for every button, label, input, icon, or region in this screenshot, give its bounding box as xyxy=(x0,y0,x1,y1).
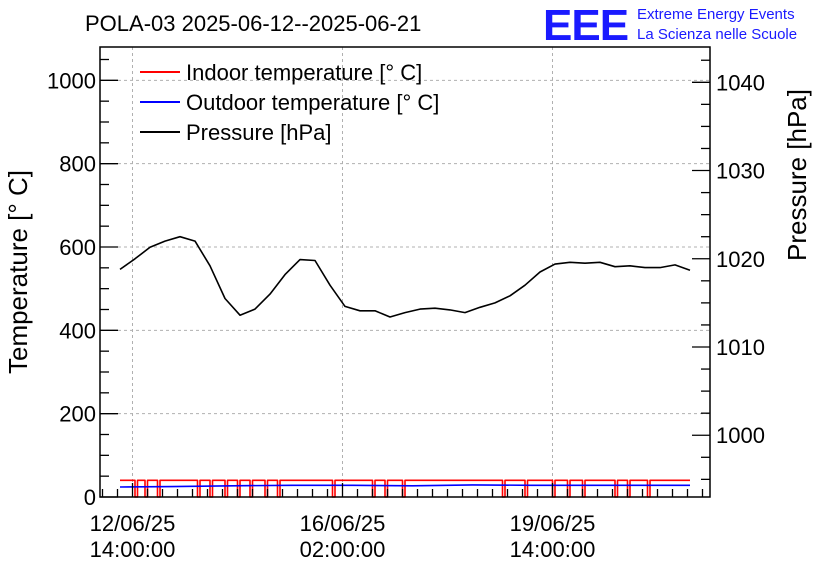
y2-tick-label: 1020 xyxy=(716,247,765,272)
legend-label-outdoor: Outdoor temperature [° C] xyxy=(186,90,439,115)
x-tick-label-date: 16/06/25 xyxy=(300,511,386,536)
series-line-indoor xyxy=(120,479,690,498)
y2-tick-label: 1010 xyxy=(716,335,765,360)
eee-logo-line2: La Scienza nelle Scuole xyxy=(637,26,797,43)
series-layer xyxy=(119,235,691,498)
eee-logo-mark: EEE xyxy=(543,1,628,50)
y2-tick-label: 1000 xyxy=(716,423,765,448)
plot-frame xyxy=(99,46,711,498)
y-axis-title: Temperature [° C] xyxy=(3,170,33,374)
grid xyxy=(100,47,710,498)
labels-layer: 0 200 400 600 800 1000 1000 1010 1020 1030 1040 12/… xyxy=(47,68,765,562)
series-line-outdoor xyxy=(119,484,690,488)
x-tick-label-time: 02:00:00 xyxy=(300,537,386,562)
y-tick-label: 800 xyxy=(59,152,96,177)
y2-tick-label: 1030 xyxy=(716,159,765,184)
legend-label-pressure: Pressure [hPa] xyxy=(186,120,332,145)
y2-axis-title: Pressure [hPa] xyxy=(782,89,812,261)
chart-title: POLA-03 2025-06-12--2025-06-21 xyxy=(85,11,421,36)
y-tick-label: 200 xyxy=(59,402,96,427)
y-tick-label: 600 xyxy=(59,235,96,260)
x-tick-label-date: 12/06/25 xyxy=(90,511,176,536)
x-tick-label-time: 14:00:00 xyxy=(510,537,596,562)
legend: Indoor temperature [° C] Outdoor temperat… xyxy=(140,60,439,145)
y-tick-label: 400 xyxy=(59,318,96,343)
eee-logo: EEE Extreme Energy Events La Scienza nel… xyxy=(543,1,797,50)
y2-tick-label: 1040 xyxy=(716,70,765,95)
y-tick-label: 0 xyxy=(84,485,96,510)
x-tick-label-time: 14:00:00 xyxy=(90,537,176,562)
legend-label-indoor: Indoor temperature [° C] xyxy=(186,60,422,85)
y-tick-label: 1000 xyxy=(47,68,96,93)
x-tick-label-date: 19/06/25 xyxy=(510,511,596,536)
series-line-pressure xyxy=(119,235,691,318)
ticks-layer xyxy=(100,58,710,498)
eee-logo-line1: Extreme Energy Events xyxy=(637,6,795,23)
